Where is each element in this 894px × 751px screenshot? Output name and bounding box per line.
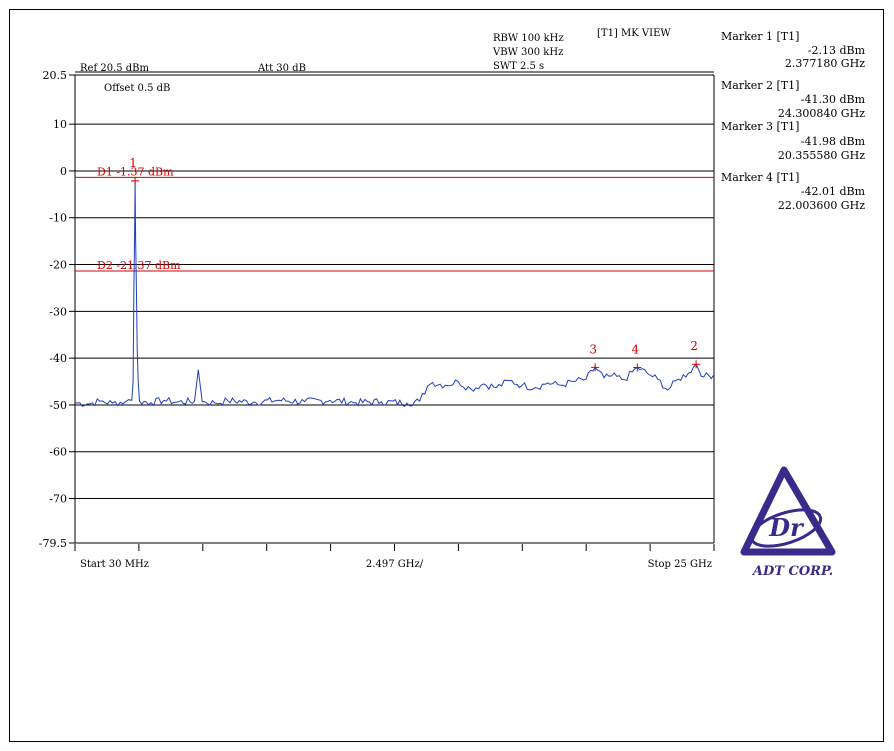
- marker-3-symbol: [591, 363, 600, 372]
- ref-level-label: Ref 20.5 dBm: [80, 63, 150, 74]
- x-start-label: Start 30 MHz: [80, 559, 149, 570]
- y-tick-label-1: 10: [53, 118, 67, 131]
- y-tick-label-6: -40: [49, 352, 67, 365]
- swt-label: SWT 2.5 s: [493, 61, 545, 72]
- y-tick-label-10: -79.5: [39, 537, 67, 550]
- marker-4-freq: 22.003600 GHz: [777, 199, 865, 212]
- marker-4-label: 4: [632, 343, 640, 357]
- rbw-label: RBW 100 kHz: [493, 33, 564, 44]
- marker-1-label: 1: [129, 156, 137, 170]
- attenuation-label: Att 30 dB: [258, 63, 306, 74]
- marker-1-freq: 2.377180 GHz: [784, 57, 865, 70]
- marker-3-title: Marker 3 [T1]: [721, 120, 800, 133]
- marker-4-title: Marker 4 [T1]: [721, 171, 800, 184]
- vbw-label: VBW 300 kHz: [493, 47, 564, 58]
- marker-1-level: -2.13 dBm: [807, 44, 865, 57]
- marker-2-symbol: [692, 360, 701, 369]
- mode-label: [T1] MK VIEW: [597, 28, 671, 39]
- logo-text: ADT CORP.: [751, 564, 833, 579]
- x-stop-label: Stop 25 GHz: [648, 559, 712, 570]
- adt-corp-logo: Dr ADT CORP.: [740, 466, 836, 579]
- y-tick-label-9: -70: [49, 493, 67, 506]
- y-tick-label-3: -10: [49, 212, 67, 225]
- marker-1-title: Marker 1 [T1]: [721, 30, 800, 43]
- marker-2-freq: 24.300840 GHz: [777, 107, 865, 120]
- y-tick-label-2: 0: [60, 165, 67, 178]
- marker-2-title: Marker 2 [T1]: [721, 79, 800, 92]
- marker-1-symbol: [131, 176, 140, 185]
- y-tick-label-4: -20: [49, 259, 67, 272]
- marker-3-level: -41.98 dBm: [800, 135, 865, 148]
- logo-swoosh: [749, 508, 823, 548]
- marker-2-label: 2: [690, 339, 698, 353]
- marker-2-level: -41.30 dBm: [800, 93, 865, 106]
- report-frame: [9, 9, 884, 742]
- marker-4-symbol: [633, 363, 642, 372]
- x-div-label: 2.497 GHz/: [366, 559, 424, 570]
- display-line-label-2: D2 -21.37 dBm: [97, 259, 181, 272]
- offset-label: Offset 0.5 dB: [104, 83, 171, 94]
- y-tick-label-8: -60: [49, 446, 67, 459]
- marker-3-label: 3: [589, 342, 597, 356]
- display-line-label-1: D1 -1.37 dBm: [97, 165, 174, 178]
- marker-4-level: -42.01 dBm: [800, 185, 865, 198]
- logo-monogram: Dr: [768, 513, 805, 542]
- marker-3-freq: 20.355580 GHz: [777, 149, 865, 162]
- y-tick-label-5: -30: [49, 305, 67, 318]
- spectrum-trace: [74, 180, 715, 408]
- y-tick-label-0: 20.5: [43, 69, 68, 82]
- y-tick-label-7: -50: [49, 399, 67, 412]
